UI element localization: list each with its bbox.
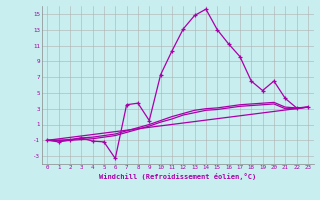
X-axis label: Windchill (Refroidissement éolien,°C): Windchill (Refroidissement éolien,°C)	[99, 173, 256, 180]
